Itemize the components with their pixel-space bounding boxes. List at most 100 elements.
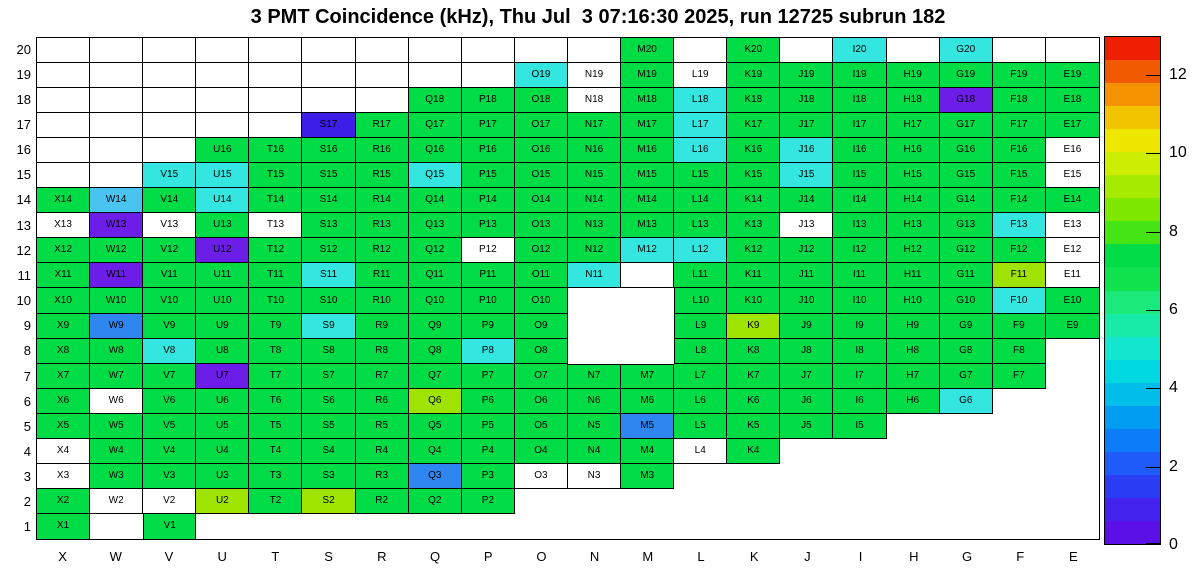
heatmap-cell-N3: N3 [567,463,622,489]
x-tick-label: E [1069,549,1078,564]
heatmap-cell-T10: T10 [249,288,303,314]
heatmap-cell-K7: K7 [727,363,781,389]
y-tick-label: 16 [16,142,31,158]
colorbar-tick-label: 8 [1169,222,1178,240]
heatmap-cell-V12: V12 [143,238,197,264]
heatmap-cell-R8: R8 [355,338,409,364]
heatmap-cell-R7: R7 [355,363,409,389]
heatmap-cell-P7: P7 [461,363,515,389]
heatmap-cell-S5: S5 [302,413,356,439]
heatmap-cell-R17: R17 [355,113,409,139]
heatmap-cell-P16: P16 [461,138,515,164]
heatmap-cell-Q19 [408,63,462,89]
heatmap-cell-J9: J9 [780,313,834,339]
heatmap-cell-U15: U15 [196,163,250,189]
heatmap-cell-L7: L7 [674,363,728,389]
heatmap-cell-W6: W6 [90,388,144,414]
colorbar-tick-label: 10 [1169,144,1187,162]
heatmap-cell-T4: T4 [249,438,303,464]
heatmap-cell-Q16: Q16 [408,138,462,164]
heatmap-cell-T12: T12 [249,238,303,264]
heatmap-cell-G8: G8 [939,338,993,364]
heatmap-cell-X16 [37,138,91,164]
colorbar-band [1105,495,1160,521]
heatmap-cell-N17: N17 [567,113,622,139]
y-tick-label: 12 [16,242,31,258]
empty-cell [568,514,621,539]
x-tick-label: T [271,549,280,564]
heatmap-cell-P10: P10 [461,288,515,314]
heatmap-cell-Q6: Q6 [408,388,462,414]
heatmap-cell-N20 [567,38,622,64]
x-tick-label: W [109,549,122,564]
heatmap-cell-G12: G12 [939,238,993,264]
heatmap-cell-O13: O13 [514,213,568,239]
colorbar-band [1105,242,1160,268]
empty-cell [1046,439,1099,464]
empty-cell [249,514,302,539]
heatmap-cell-K14: K14 [727,188,781,214]
heatmap-cell-E12: E12 [1045,238,1099,264]
heatmap-cell-X10: X10 [37,288,91,314]
heatmap-cell-T20 [249,38,303,64]
heatmap-cell-H13: H13 [886,213,940,239]
chart-title: 3 PMT Coincidence (kHz), Thu Jul 3 07:16… [250,6,946,28]
empty-cell [940,489,993,514]
x-tick-label: S [324,549,333,564]
heatmap-cell-L9: L9 [674,313,728,339]
heatmap-cell-N16: N16 [567,138,622,164]
heatmap-cell-H18: H18 [886,88,940,114]
empty-cell [940,464,993,489]
heatmap-cell-U19 [196,63,250,89]
x-tick-label: I [858,549,863,564]
heatmap-cell-Q9: Q9 [408,313,462,339]
empty-cell [887,464,940,489]
empty-cell [993,439,1046,464]
x-tick-label: K [749,549,759,564]
heatmap-cell-I13: I13 [833,213,887,239]
heatmap-cell-Q18: Q18 [408,88,462,114]
empty-cell [674,464,727,489]
heatmap-cell-W15 [90,163,144,189]
heatmap-cell-J8: J8 [780,338,834,364]
heatmap-cell-W14: W14 [90,188,144,214]
heatmap-cell-Q15: Q15 [408,163,462,189]
heatmap-cell-V5: V5 [143,413,197,439]
heatmap-cell-K4: K4 [727,438,781,464]
heatmap-cell-R9: R9 [355,313,409,339]
heatmap-cell-X1: X1 [37,513,91,539]
heatmap-cell-I18: I18 [833,88,887,114]
empty-cell [568,314,621,339]
heatmap-cell-S15: S15 [302,163,356,189]
heatmap-cell-I15: I15 [833,163,887,189]
heatmap-cell-M17: M17 [621,113,675,139]
empty-cell [993,389,1046,414]
heatmap-cell-I10: I10 [833,288,887,314]
empty-cell [993,414,1046,439]
empty-cell [621,489,674,514]
heatmap-cell-R5: R5 [355,413,409,439]
empty-cell [1046,364,1099,389]
x-tick-label: G [961,549,973,564]
heatmap-cell-Q7: Q7 [408,363,462,389]
heatmap-cell-P15: P15 [461,163,515,189]
colorbar-band [1105,288,1160,314]
empty-cell [1046,414,1099,439]
heatmap-cell-M16: M16 [621,138,675,164]
heatmap-cell-I16: I16 [833,138,887,164]
heatmap-cell-F10: F10 [992,288,1046,314]
colorbar [1104,36,1161,545]
heatmap-cell-M14: M14 [621,188,675,214]
heatmap-cell-Q17: Q17 [408,113,462,139]
heatmap-cell-O7: O7 [514,363,568,389]
heatmap-cell-X6: X6 [37,388,91,414]
empty-cell [727,489,780,514]
colorbar-band [1105,472,1160,498]
heatmap-cell-U3: U3 [196,463,250,489]
colorbar-band [1105,334,1160,360]
heatmap-cell-N14: N14 [567,188,622,214]
heatmap-cell-J7: J7 [780,363,834,389]
empty-cell [993,464,1046,489]
heatmap-cell-V14: V14 [143,188,197,214]
heatmap-cell-O17: O17 [514,113,568,139]
